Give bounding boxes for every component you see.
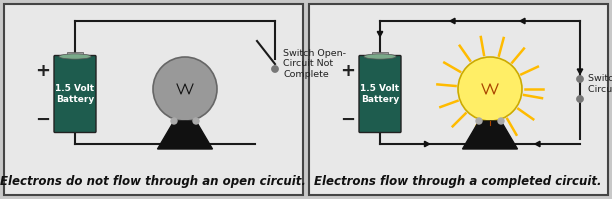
Text: Switch Closed-
Circuit Complete: Switch Closed- Circuit Complete bbox=[588, 74, 612, 94]
FancyBboxPatch shape bbox=[309, 4, 608, 195]
Polygon shape bbox=[450, 18, 455, 24]
Text: +: + bbox=[340, 62, 356, 81]
Bar bbox=[67, 52, 83, 57]
Polygon shape bbox=[463, 121, 518, 149]
FancyBboxPatch shape bbox=[359, 56, 401, 133]
Ellipse shape bbox=[59, 54, 91, 59]
FancyBboxPatch shape bbox=[4, 4, 303, 195]
Text: Electrons do not flow through an open circuit.: Electrons do not flow through an open ci… bbox=[0, 175, 306, 187]
Circle shape bbox=[577, 96, 583, 102]
Polygon shape bbox=[577, 69, 583, 74]
Circle shape bbox=[153, 57, 217, 121]
Circle shape bbox=[498, 118, 504, 124]
FancyBboxPatch shape bbox=[54, 56, 96, 133]
Polygon shape bbox=[520, 18, 525, 24]
Circle shape bbox=[476, 118, 482, 124]
Polygon shape bbox=[535, 141, 540, 147]
Polygon shape bbox=[425, 141, 430, 147]
Text: −: − bbox=[35, 111, 51, 129]
Ellipse shape bbox=[364, 54, 396, 59]
Text: Switch Open-
Circuit Not
Complete: Switch Open- Circuit Not Complete bbox=[283, 49, 346, 79]
Polygon shape bbox=[377, 31, 382, 36]
Text: Electrons flow through a completed circuit.: Electrons flow through a completed circu… bbox=[314, 175, 602, 187]
Circle shape bbox=[458, 57, 522, 121]
Text: +: + bbox=[35, 62, 51, 81]
Polygon shape bbox=[157, 121, 212, 149]
Circle shape bbox=[171, 118, 177, 124]
Circle shape bbox=[193, 118, 199, 124]
Circle shape bbox=[577, 75, 583, 83]
Text: 1.5 Volt
Battery: 1.5 Volt Battery bbox=[56, 84, 95, 104]
Circle shape bbox=[272, 65, 278, 72]
Text: 1.5 Volt
Battery: 1.5 Volt Battery bbox=[360, 84, 400, 104]
Text: −: − bbox=[340, 111, 356, 129]
Bar bbox=[372, 52, 388, 57]
